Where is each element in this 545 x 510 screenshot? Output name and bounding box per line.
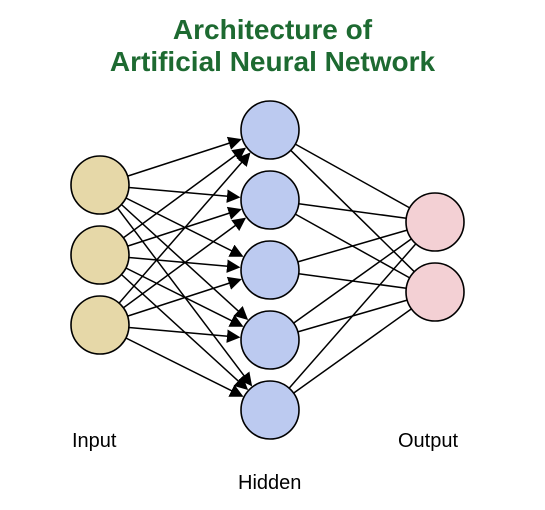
- label-output: Output: [398, 430, 458, 453]
- edge: [298, 230, 407, 262]
- input-node-0: [71, 156, 129, 214]
- edge: [294, 239, 412, 323]
- label-hidden: Hidden: [238, 472, 301, 495]
- edge: [294, 309, 412, 393]
- label-input: Input: [72, 430, 116, 453]
- edge: [126, 338, 242, 396]
- input-node-2: [71, 296, 129, 354]
- edge: [289, 244, 416, 388]
- output-node-0: [406, 193, 464, 251]
- hidden-node-2: [241, 241, 299, 299]
- edge: [299, 204, 407, 218]
- input-node-1: [71, 226, 129, 284]
- hidden-node-4: [241, 381, 299, 439]
- output-node-1: [406, 263, 464, 321]
- hidden-node-1: [241, 171, 299, 229]
- hidden-node-0: [241, 101, 299, 159]
- edge: [123, 218, 245, 307]
- hidden-node-3: [241, 311, 299, 369]
- edge: [119, 153, 250, 303]
- edge: [128, 140, 241, 177]
- edge: [295, 144, 409, 208]
- diagram-stage: Architecture of Artificial Neural Networ…: [0, 0, 545, 510]
- edge: [123, 148, 245, 237]
- edge: [129, 328, 239, 338]
